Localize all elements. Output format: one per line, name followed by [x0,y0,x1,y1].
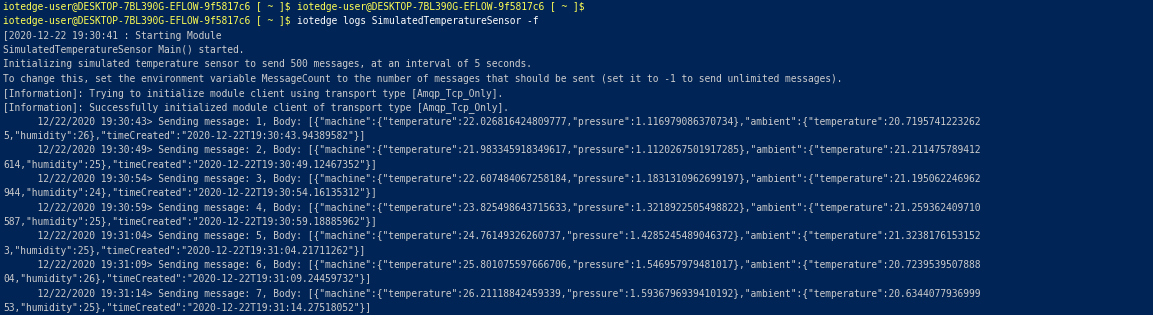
Text: [Information]: Successfully initialized module client of transport type [Amqp_Tc: [Information]: Successfully initialized … [3,102,510,113]
Text: 12/22/2020 19:30:54> Sending message: 3, Body: [{"machine":{"temperature":22.607: 12/22/2020 19:30:54> Sending message: 3,… [3,174,981,184]
Text: 53,"humidity":25},"timeCreated":"2020-12-22T19:31:14.27518052"}]: 53,"humidity":25},"timeCreated":"2020-12… [3,303,371,313]
Text: 12/22/2020 19:31:09> Sending message: 6, Body: [{"machine":{"temperature":25.801: 12/22/2020 19:31:09> Sending message: 6,… [3,260,981,270]
Text: 04,"humidity":26},"timeCreated":"2020-12-22T19:31:09.24459732"}]: 04,"humidity":26},"timeCreated":"2020-12… [3,274,371,284]
Text: 12/22/2020 19:31:14> Sending message: 7, Body: [{"machine":{"temperature":26.211: 12/22/2020 19:31:14> Sending message: 7,… [3,289,981,299]
Text: [Information]: Trying to initialize module client using transport type [Amqp_Tcp: [Information]: Trying to initialize modu… [3,88,504,99]
Text: iotedge-user@DESKTOP-7BL390G-EFLOW-9f5817c6 [ ~ ]$: iotedge-user@DESKTOP-7BL390G-EFLOW-9f581… [3,16,296,26]
Text: 3,"humidity":25},"timeCreated":"2020-12-22T19:31:04.21711262"}]: 3,"humidity":25},"timeCreated":"2020-12-… [3,246,366,255]
Text: Initializing simulated temperature sensor to send 500 messages, at an interval o: Initializing simulated temperature senso… [3,60,533,69]
Text: 5,"humidity":26},"timeCreated":"2020-12-22T19:30:43.94389582"}]: 5,"humidity":26},"timeCreated":"2020-12-… [3,131,366,141]
Text: 12/22/2020 19:30:49> Sending message: 2, Body: [{"machine":{"temperature":21.983: 12/22/2020 19:30:49> Sending message: 2,… [3,145,981,155]
Text: SimulatedTemperatureSensor Main() started.: SimulatedTemperatureSensor Main() starte… [3,45,244,55]
Text: 12/22/2020 19:30:43> Sending message: 1, Body: [{"machine":{"temperature":22.026: 12/22/2020 19:30:43> Sending message: 1,… [3,117,981,127]
Text: 944,"humidity":24},"timeCreated":"2020-12-22T19:30:54.16135312"}]: 944,"humidity":24},"timeCreated":"2020-1… [3,188,377,198]
Text: iotedge logs SimulatedTemperatureSensor -f: iotedge logs SimulatedTemperatureSensor … [296,16,538,26]
Text: [2020-12-22 19:30:41 : Starting Module: [2020-12-22 19:30:41 : Starting Module [3,31,223,41]
Text: 12/22/2020 19:30:59> Sending message: 4, Body: [{"machine":{"temperature":23.825: 12/22/2020 19:30:59> Sending message: 4,… [3,203,981,213]
Text: iotedge-user@DESKTOP-7BL390G-EFLOW-9f5817c6 [ ~ ]$: iotedge-user@DESKTOP-7BL390G-EFLOW-9f581… [296,2,585,12]
Text: 614,"humidity":25},"timeCreated":"2020-12-22T19:30:49.12467352"}]: 614,"humidity":25},"timeCreated":"2020-1… [3,160,377,170]
Text: 12/22/2020 19:31:04> Sending message: 5, Body: [{"machine":{"temperature":24.761: 12/22/2020 19:31:04> Sending message: 5,… [3,231,981,241]
Text: iotedge-user@DESKTOP-7BL390G-EFLOW-9f5817c6 [ ~ ]$: iotedge-user@DESKTOP-7BL390G-EFLOW-9f581… [3,2,296,12]
Text: 587,"humidity":25},"timeCreated":"2020-12-22T19:30:59.18885962"}]: 587,"humidity":25},"timeCreated":"2020-1… [3,217,377,227]
Text: To change this, set the environment variable MessageCount to the number of messa: To change this, set the environment vari… [3,74,843,84]
